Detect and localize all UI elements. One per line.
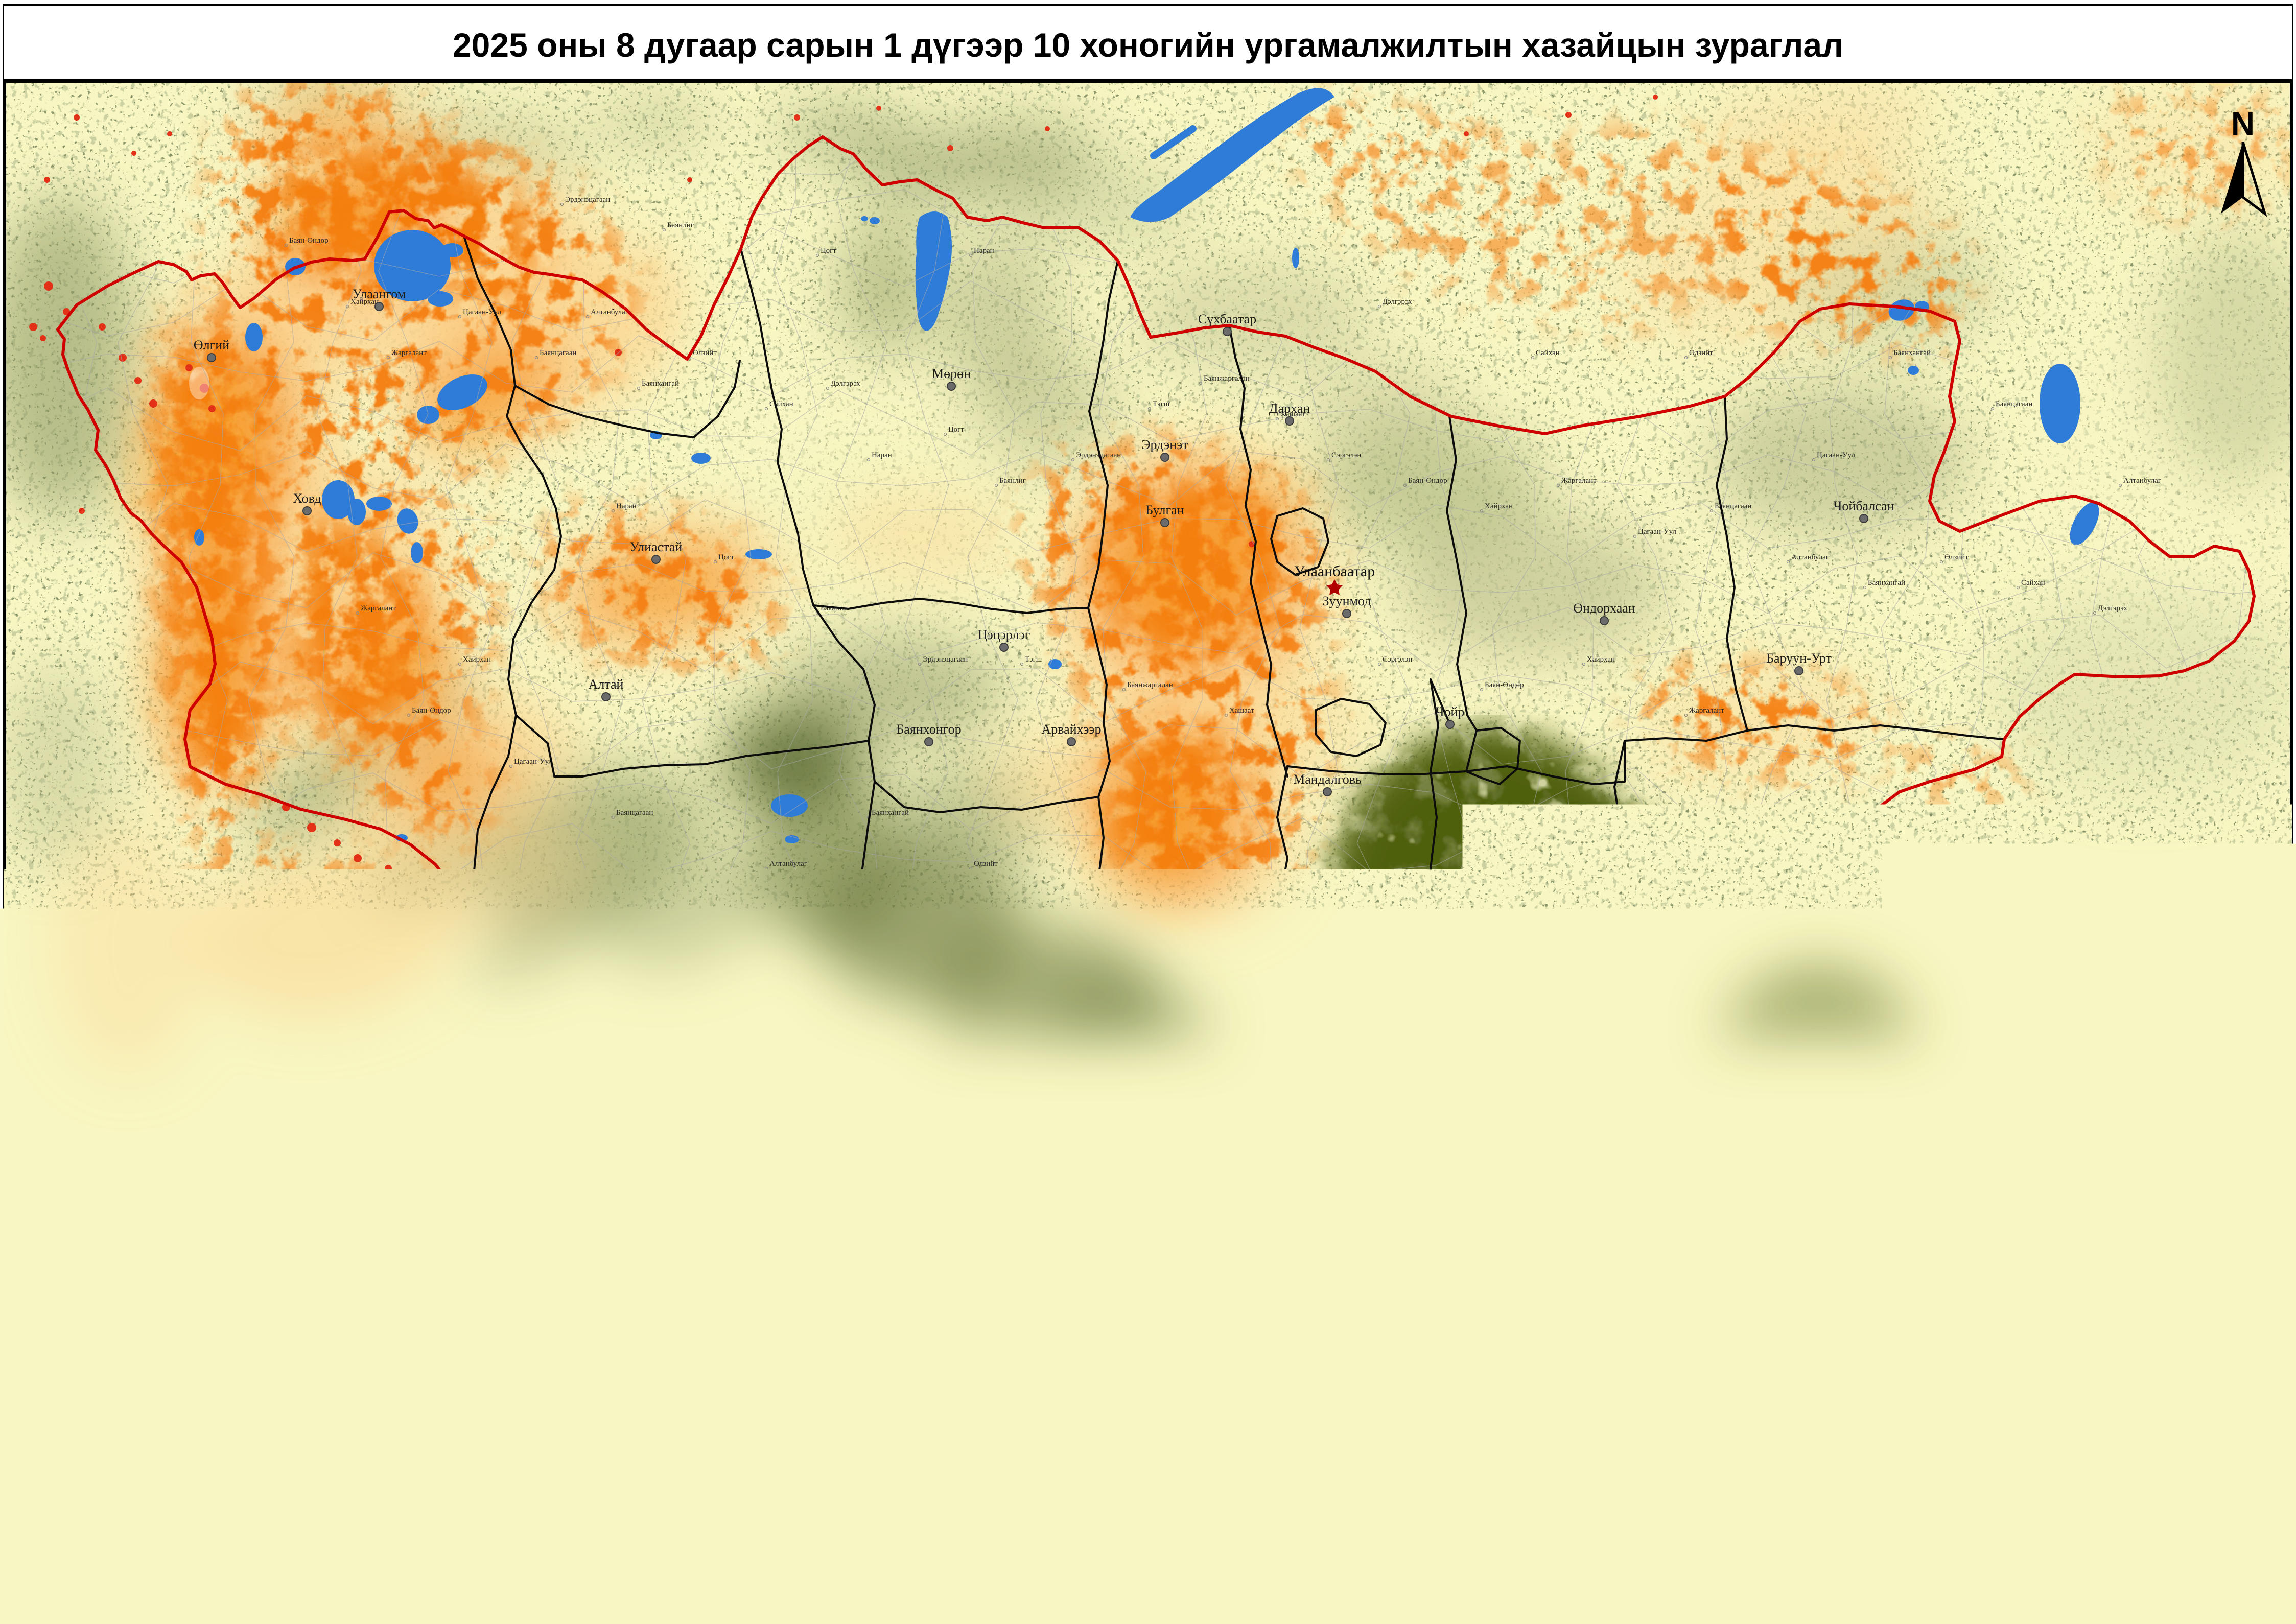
svg-text:Баянхангай: Баянхангай — [1868, 579, 1905, 587]
svg-text:Арвайхээр: Арвайхээр — [1041, 722, 1101, 737]
svg-text:Жаргалант: Жаргалант — [361, 604, 396, 613]
svg-text:Баянхангай: Баянхангай — [872, 809, 909, 817]
svg-text:Сэргэлэн: Сэргэлэн — [1383, 655, 1412, 664]
svg-text:Хашаат: Хашаат — [1229, 707, 1254, 715]
svg-text:Дэлгэрэх: Дэлгэрэх — [2098, 604, 2127, 613]
svg-text:Тэгш: Тэгш — [1153, 400, 1170, 408]
svg-text:Баян-Өндөр: Баян-Өндөр — [1485, 681, 1524, 689]
svg-text:Эрдэнэт: Эрдэнэт — [1141, 437, 1188, 452]
svg-text:Цогт: Цогт — [718, 553, 734, 561]
svg-text:Өлзийт: Өлзийт — [974, 860, 998, 868]
svg-text:Эрдэнэцагаан: Эрдэнэцагаан — [1587, 962, 1632, 970]
svg-text:Чойр: Чойр — [1436, 704, 1465, 719]
svg-text:Наран: Наран — [616, 502, 637, 510]
svg-text:Хайрхан: Хайрхан — [463, 655, 491, 664]
svg-text:N: N — [2231, 105, 2255, 142]
svg-text:Булган: Булган — [1145, 503, 1184, 517]
svg-text:Өлзийт: Өлзийт — [693, 349, 717, 357]
svg-text:Эрдэнэцагаан: Эрдэнэцагаан — [565, 196, 610, 204]
svg-text:Жаргалант: Жаргалант — [1561, 477, 1597, 485]
svg-text:Сайншанд: Сайншанд — [1553, 859, 1612, 874]
svg-text:Эрдэнэцагаан: Эрдэнэцагаан — [923, 655, 968, 664]
svg-text:Алтанбулаг: Алтанбулаг — [769, 860, 807, 868]
svg-text:Сэргэлэн: Сэргэлэн — [1127, 1064, 1157, 1072]
svg-text:Баянцагаан: Баянцагаан — [616, 809, 653, 817]
svg-text:Даланзадгад: Даланзадгад — [1162, 1000, 1232, 1015]
svg-text:Баян-Өндөр: Баян-Өндөр — [412, 707, 451, 715]
svg-text:Улиастай: Улиастай — [630, 539, 683, 554]
svg-text:Өлзийт: Өлзийт — [1689, 349, 1713, 357]
svg-text:Хайрхан: Хайрхан — [1587, 655, 1615, 664]
svg-text:Цагаан-Уул: Цагаан-Уул — [1638, 528, 1676, 536]
svg-text:Дархан: Дархан — [1269, 401, 1310, 416]
svg-text:Баянлиг: Баянлиг — [667, 221, 694, 229]
svg-text:Чойбалсан: Чойбалсан — [1833, 499, 1894, 513]
svg-text:Улаанбаатар: Улаанбаатар — [1294, 563, 1375, 580]
svg-text:Алтанбулаг: Алтанбулаг — [2123, 477, 2161, 485]
svg-text:Өндөрхаан: Өндөрхаан — [1573, 601, 1635, 616]
svg-text:Цагаан-Уул: Цагаан-Уул — [1817, 451, 1855, 459]
svg-text:Жаргалант: Жаргалант — [1689, 707, 1724, 715]
svg-text:Зуунмод: Зуунмод — [1323, 594, 1371, 608]
svg-text:Тэгш: Тэгш — [1025, 655, 1042, 664]
svg-text:Алтай: Алтай — [589, 677, 624, 692]
svg-text:Хашаат: Хашаат — [974, 1064, 999, 1072]
svg-text:Улаангом: Улаангом — [353, 287, 406, 301]
svg-text:Сайхан: Сайхан — [1076, 911, 1100, 919]
svg-text:Цогт: Цогт — [821, 247, 836, 255]
svg-text:Баянхангай: Баянхангай — [642, 380, 679, 388]
svg-text:Мөрөн: Мөрөн — [932, 366, 971, 381]
svg-text:Наран: Наран — [872, 451, 892, 459]
svg-text:Алтанбулаг: Алтанбулаг — [591, 308, 628, 316]
svg-text:Сүхбаатар: Сүхбаатар — [1198, 312, 1256, 326]
svg-text:Баянлиг: Баянлиг — [1485, 962, 1511, 970]
svg-text:Цогт: Цогт — [1383, 911, 1398, 919]
svg-text:Баянцагаан: Баянцагаан — [540, 349, 576, 357]
svg-text:Жаргалант: Жаргалант — [391, 349, 427, 357]
svg-text:Цогт: Цогт — [948, 426, 964, 434]
svg-text:Сайхан: Сайхан — [1536, 349, 1560, 357]
svg-text:Ховд: Ховд — [293, 491, 321, 506]
svg-text:Сайхан: Сайхан — [2021, 579, 2045, 587]
svg-text:Цагаан-Уул: Цагаан-Уул — [514, 758, 552, 766]
svg-text:Баруун-Урт: Баруун-Урт — [1766, 651, 1832, 666]
svg-text:Дэлгэрэх: Дэлгэрэх — [1178, 962, 1208, 970]
svg-text:Сайхан: Сайхан — [769, 400, 793, 408]
svg-text:Баянлиг: Баянлиг — [999, 477, 1026, 485]
svg-text:Баянжаргалан: Баянжаргалан — [821, 1013, 866, 1021]
svg-text:Наран: Наран — [974, 247, 994, 255]
svg-text:Баянхангай: Баянхангай — [1893, 349, 1931, 357]
svg-text:Дэлгэрэх: Дэлгэрэх — [831, 380, 860, 388]
svg-text:Өлгий: Өлгий — [194, 338, 229, 352]
svg-text:Сэргэлэн: Сэргэлэн — [1331, 451, 1361, 459]
svg-text:Тэгш: Тэгш — [667, 1013, 685, 1021]
svg-text:Цэцэрлэг: Цэцэрлэг — [978, 627, 1030, 642]
svg-text:Баянхонгор: Баянхонгор — [896, 722, 961, 737]
svg-text:Хайрхан: Хайрхан — [1485, 502, 1513, 510]
svg-text:Баянжаргалан: Баянжаргалан — [1127, 681, 1173, 689]
svg-text:Дэлгэрэх: Дэлгэрэх — [1383, 298, 1412, 306]
svg-text:Баян-Өндөр: Баян-Өндөр — [289, 237, 329, 245]
svg-text:Өлзийт: Өлзийт — [1944, 553, 1969, 561]
svg-text:Баян-Өндөр: Баян-Өндөр — [1408, 477, 1447, 485]
svg-text:Алтанбулаг: Алтанбулаг — [1791, 553, 1829, 561]
svg-text:Мандалговь: Мандалговь — [1293, 772, 1362, 787]
svg-text:Баянцагаан: Баянцагаан — [1996, 400, 2032, 408]
